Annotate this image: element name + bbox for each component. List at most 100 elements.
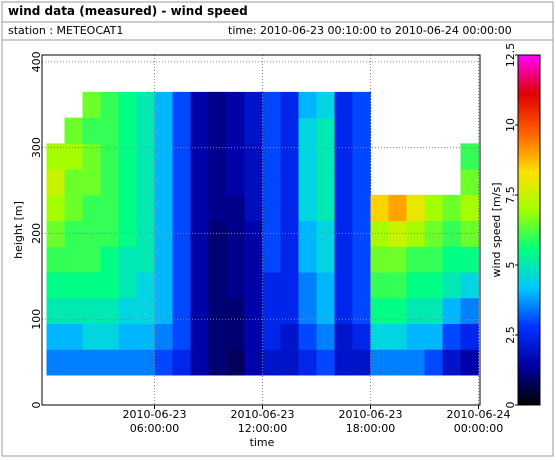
cell	[190, 194, 209, 222]
cell	[118, 117, 137, 144]
cell	[334, 323, 353, 350]
cell	[208, 194, 227, 222]
cell	[136, 349, 155, 376]
cell	[460, 349, 479, 376]
x-tick-label: 2010-06-24 00:00:00	[446, 408, 511, 435]
cell	[370, 194, 389, 222]
cell	[226, 117, 245, 144]
cell	[118, 143, 137, 170]
cell	[226, 91, 245, 119]
cell	[316, 272, 335, 299]
cell	[46, 246, 65, 273]
cell	[100, 117, 119, 144]
cell	[406, 220, 425, 247]
cell	[352, 143, 371, 170]
cell	[64, 323, 83, 350]
cell	[82, 272, 101, 299]
cell	[442, 349, 461, 376]
cell	[172, 272, 191, 299]
cell	[82, 91, 101, 119]
cell	[190, 349, 209, 376]
cell	[334, 297, 353, 325]
cell	[100, 91, 119, 119]
cell	[388, 194, 407, 222]
cell	[64, 220, 83, 247]
cell	[136, 220, 155, 247]
cell	[406, 323, 425, 350]
cell	[172, 143, 191, 170]
cell	[154, 323, 173, 350]
cell	[46, 194, 65, 222]
cell	[64, 143, 83, 170]
cell	[388, 220, 407, 247]
cell	[136, 297, 155, 325]
cell	[442, 194, 461, 222]
cell	[64, 117, 83, 144]
cell	[118, 194, 137, 222]
colorbar-label: wind speed [m/s]	[490, 183, 503, 278]
cell	[244, 246, 263, 273]
cell	[172, 349, 191, 376]
cell	[226, 297, 245, 325]
cell	[154, 194, 173, 222]
cell	[154, 91, 173, 119]
cell	[154, 143, 173, 170]
cell	[64, 297, 83, 325]
cell	[208, 272, 227, 299]
cell	[352, 297, 371, 325]
cell	[262, 143, 281, 170]
cell	[208, 246, 227, 273]
cell	[298, 169, 317, 196]
cell	[460, 220, 479, 247]
cell	[406, 272, 425, 299]
cell	[460, 169, 479, 196]
cell	[118, 169, 137, 196]
y-tick-label: 200	[30, 223, 43, 244]
cell	[316, 349, 335, 376]
cell	[334, 143, 353, 170]
cell	[334, 220, 353, 247]
cell	[154, 246, 173, 273]
cell	[100, 272, 119, 299]
cell	[280, 117, 299, 144]
cell	[226, 246, 245, 273]
cell	[424, 246, 443, 273]
cell	[136, 323, 155, 350]
cell	[424, 272, 443, 299]
cell	[46, 169, 65, 196]
cell	[226, 220, 245, 247]
cell	[298, 117, 317, 144]
cell	[172, 169, 191, 196]
cell	[352, 117, 371, 144]
cell	[406, 246, 425, 273]
y-tick-label: 100	[30, 309, 43, 330]
cell	[226, 349, 245, 376]
cell	[262, 220, 281, 247]
cell	[244, 349, 263, 376]
cell	[46, 220, 65, 247]
cell	[334, 169, 353, 196]
cell	[298, 143, 317, 170]
cell	[82, 169, 101, 196]
cell	[298, 194, 317, 222]
cell	[190, 272, 209, 299]
cell	[82, 297, 101, 325]
cell	[460, 323, 479, 350]
cell	[136, 272, 155, 299]
cell	[118, 220, 137, 247]
cell	[136, 91, 155, 119]
cell	[100, 246, 119, 273]
cell	[244, 272, 263, 299]
cell	[280, 323, 299, 350]
cell	[424, 349, 443, 376]
cell	[100, 194, 119, 222]
cell	[388, 323, 407, 350]
cell	[64, 194, 83, 222]
cell	[262, 297, 281, 325]
cell	[154, 220, 173, 247]
cell	[316, 246, 335, 273]
station: station : METEOCAT1	[8, 24, 123, 37]
period: time: 2010-06-23 00:10:00 to 2010-06-24 …	[228, 24, 512, 37]
cell	[352, 272, 371, 299]
cell	[370, 272, 389, 299]
